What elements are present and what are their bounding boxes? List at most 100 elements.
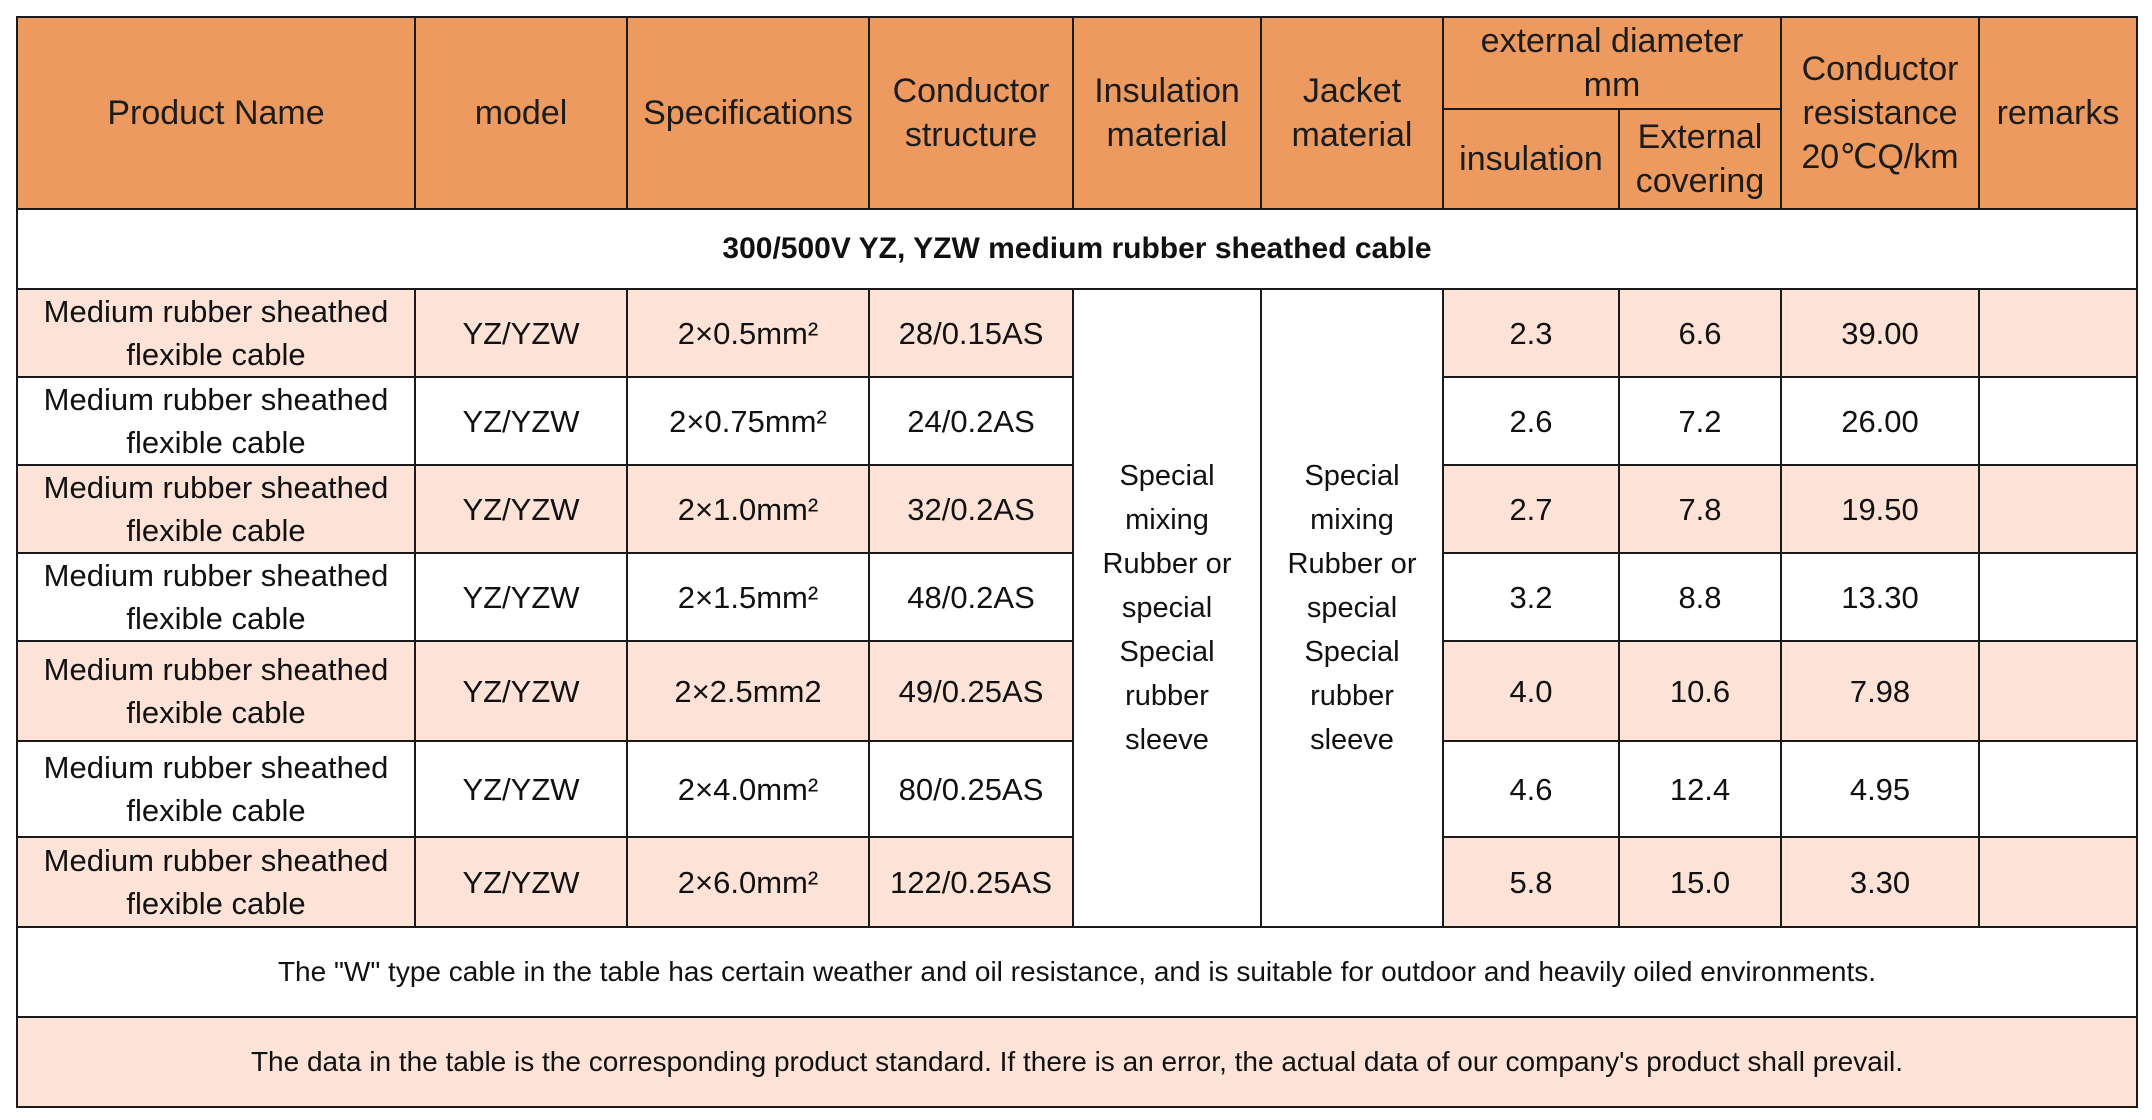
insulation-material-line5: sleeve — [1125, 724, 1209, 756]
product-name-line2: flexible cable — [126, 793, 306, 828]
header-model-label: model — [474, 94, 568, 132]
insulation-material-cell: Special mixing Rubber or special Special… — [1072, 288, 1262, 928]
remarks-cell — [1978, 376, 2138, 466]
insulation-material-line3: special — [1121, 592, 1213, 624]
product-name-cell: Medium rubber sheathed flexible cable — [16, 552, 416, 642]
remarks-cell — [1978, 740, 2138, 838]
header-insulation-material: Insulation material — [1072, 16, 1262, 210]
header-jacket-material-line2: material — [1291, 116, 1413, 154]
resistance-cell: 3.30 — [1780, 836, 1980, 928]
product-name-line1: Medium rubber sheathed — [43, 382, 389, 417]
covering-cell: 12.4 — [1618, 740, 1782, 838]
header-jacket-material: Jacket material — [1260, 16, 1444, 210]
product-name-line1: Medium rubber sheathed — [43, 294, 389, 329]
header-conductor-structure-line1: Conductor — [892, 72, 1050, 110]
insulation-cell: 4.0 — [1442, 640, 1620, 742]
product-name-line1: Medium rubber sheathed — [43, 470, 389, 505]
table-row: Medium rubber sheathed flexible cable YZ… — [16, 464, 2138, 554]
header-row-top: Product Name model Specifications Conduc… — [16, 16, 2138, 210]
conductor-cell: 49/0.25AS — [868, 640, 1074, 742]
product-name-line2: flexible cable — [126, 337, 306, 372]
insulation-cell: 2.3 — [1442, 288, 1620, 378]
covering-cell: 7.2 — [1618, 376, 1782, 466]
covering-cell: 10.6 — [1618, 640, 1782, 742]
header-insulation-material-line2: material — [1106, 116, 1228, 154]
product-name-line2: flexible cable — [126, 601, 306, 636]
note-weather-oil: The "W" type cable in the table has cert… — [16, 926, 2138, 1018]
table-row: Medium rubber sheathed flexible cable YZ… — [16, 288, 2138, 928]
product-name-line1: Medium rubber sheathed — [43, 750, 389, 785]
product-name-cell: Medium rubber sheathed flexible cable — [16, 740, 416, 838]
header-conductor-resistance-line3: 20℃Q/km — [1801, 138, 1959, 176]
model-cell: YZ/YZW — [414, 464, 628, 554]
product-name-line2: flexible cable — [126, 425, 306, 460]
conductor-cell: 48/0.2AS — [868, 552, 1074, 642]
table-row: Medium rubber sheathed flexible cable YZ… — [16, 552, 2138, 642]
header-row-sub: insulation External covering — [17, 108, 2137, 210]
header-insulation-label: insulation — [1459, 140, 1603, 178]
resistance-cell: 19.50 — [1780, 464, 1980, 554]
product-name-line2: flexible cable — [126, 886, 306, 921]
header-external-covering: External covering — [1618, 108, 1782, 210]
insulation-material-line4: Special rubber — [1119, 636, 1215, 712]
jacket-material-line5: Special — [1304, 636, 1400, 668]
remarks-cell — [1978, 836, 2138, 928]
insulation-cell: 5.8 — [1442, 836, 1620, 928]
product-name-line2: flexible cable — [126, 513, 306, 548]
header-external-diameter-line2: mm — [1583, 66, 1641, 104]
model-cell: YZ/YZW — [414, 552, 628, 642]
section-title: 300/500V YZ, YZW medium rubber sheathed … — [16, 208, 2138, 290]
covering-cell: 7.8 — [1618, 464, 1782, 554]
covering-cell: 6.6 — [1618, 288, 1782, 378]
header-conductor-resistance-line1: Conductor — [1801, 50, 1959, 88]
jacket-material-line3: Rubber or — [1287, 548, 1417, 580]
spec-cell: 2×4.0mm² — [626, 740, 870, 838]
product-name-line1: Medium rubber sheathed — [43, 652, 389, 687]
spec-cell: 2×1.5mm² — [626, 552, 870, 642]
header-specifications: Specifications — [626, 16, 870, 210]
conductor-cell: 24/0.2AS — [868, 376, 1074, 466]
product-name-line1: Medium rubber sheathed — [43, 558, 389, 593]
header-conductor-resistance: Conductor resistance 20℃Q/km — [1780, 16, 1980, 210]
cable-spec-table-container: Product Name model Specifications Conduc… — [16, 16, 2138, 1108]
model-cell: YZ/YZW — [414, 740, 628, 838]
spec-cell: 2×6.0mm² — [626, 836, 870, 928]
resistance-cell: 13.30 — [1780, 552, 1980, 642]
model-cell: YZ/YZW — [414, 836, 628, 928]
product-name-line1: Medium rubber sheathed — [43, 843, 389, 878]
header-insulation-material-line1: Insulation — [1094, 72, 1240, 110]
table-row: Medium rubber sheathed flexible cable YZ… — [16, 376, 2138, 466]
header-external-diameter: external diameter mm — [1442, 16, 1782, 110]
header-external-covering-line1: External — [1637, 118, 1763, 156]
jacket-material-line6: rubber sleeve — [1310, 680, 1394, 756]
header-conductor-structure-line2: structure — [904, 116, 1038, 154]
header-product-name: Product Name — [16, 16, 416, 210]
model-cell: YZ/YZW — [414, 288, 628, 378]
conductor-cell: 32/0.2AS — [868, 464, 1074, 554]
note-row-2: The data in the table is the correspondi… — [16, 1016, 2138, 1108]
conductor-cell: 28/0.15AS — [868, 288, 1074, 378]
insulation-material-line2: Rubber or — [1102, 548, 1232, 580]
remarks-cell — [1978, 464, 2138, 554]
table-row: Medium rubber sheathed flexible cable YZ… — [16, 836, 2138, 928]
header-remarks-label: remarks — [1996, 94, 2120, 132]
header-specifications-label: Specifications — [643, 94, 853, 132]
header-external-covering-line2: covering — [1635, 162, 1765, 200]
remarks-cell — [1978, 640, 2138, 742]
product-name-cell: Medium rubber sheathed flexible cable — [16, 464, 416, 554]
model-cell: YZ/YZW — [414, 640, 628, 742]
resistance-cell: 7.98 — [1780, 640, 1980, 742]
insulation-cell: 2.7 — [1442, 464, 1620, 554]
cable-spec-table: Product Name model Specifications Conduc… — [16, 16, 2138, 1108]
insulation-cell: 4.6 — [1442, 740, 1620, 838]
spec-cell: 2×0.75mm² — [626, 376, 870, 466]
header-conductor-structure: Conductor structure — [868, 16, 1074, 210]
note-row-1: The "W" type cable in the table has cert… — [16, 926, 2138, 1018]
conductor-cell: 80/0.25AS — [868, 740, 1074, 838]
conductor-cell: 122/0.25AS — [868, 836, 1074, 928]
resistance-cell: 39.00 — [1780, 288, 1980, 378]
note-product-standard: The data in the table is the correspondi… — [16, 1016, 2138, 1108]
model-cell: YZ/YZW — [414, 376, 628, 466]
remarks-cell — [1978, 288, 2138, 378]
insulation-material-line1: Special mixing — [1119, 460, 1215, 536]
